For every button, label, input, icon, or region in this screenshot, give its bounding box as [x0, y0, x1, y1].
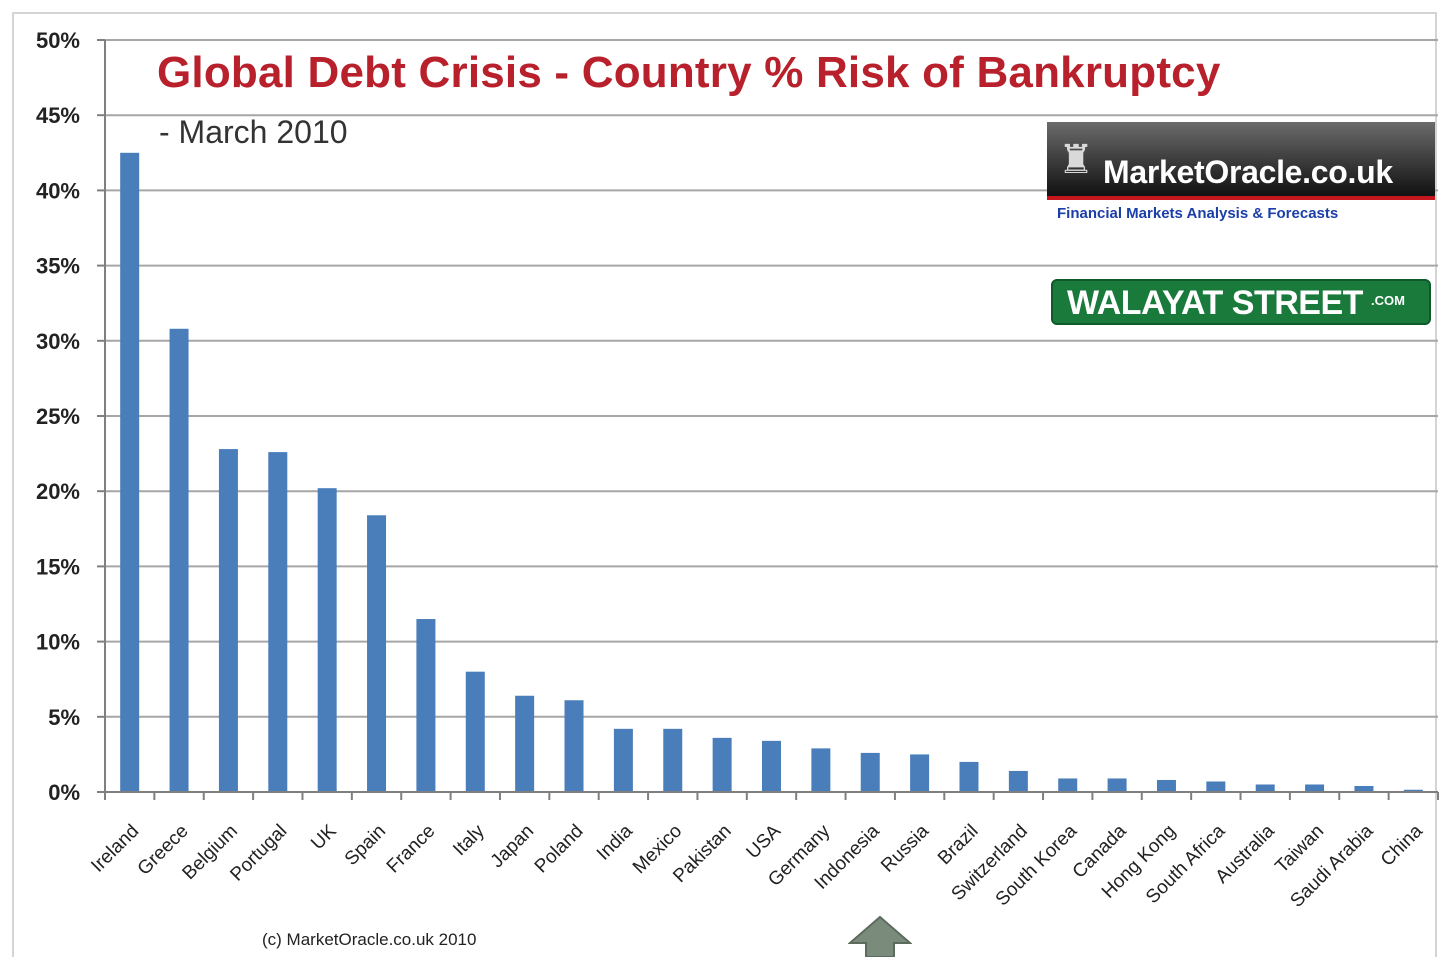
- thinker-statue-icon: ♜: [1058, 138, 1094, 182]
- x-tick-label: Japan: [487, 821, 538, 872]
- bar: [120, 152, 140, 793]
- bar: [1008, 770, 1028, 792]
- bar: [712, 737, 732, 792]
- bar: [613, 728, 633, 792]
- bar: [811, 748, 831, 792]
- bar: [762, 740, 781, 792]
- bar: [1156, 779, 1176, 792]
- axes: [104, 40, 1438, 793]
- x-tick-label: Ireland: [87, 821, 143, 877]
- y-tick-label: 30%: [36, 329, 80, 354]
- y-tick-label: 40%: [36, 178, 80, 203]
- x-tick-label: India: [593, 820, 637, 864]
- market-oracle-tagline: Financial Markets Analysis & Forecasts: [1057, 205, 1339, 222]
- bar: [1403, 789, 1423, 792]
- y-tick-label: 50%: [36, 28, 80, 53]
- y-tick-label: 5%: [48, 705, 80, 730]
- bar: [1354, 785, 1374, 792]
- walayat-street-logo-text: WALAYAT STREET: [1067, 284, 1363, 322]
- walayat-street-logo: WALAYAT STREET .COM: [1051, 279, 1431, 325]
- y-tick-label: 10%: [36, 630, 80, 655]
- y-tick-label: 20%: [36, 479, 80, 504]
- market-oracle-logo-text: MarketOracle.co.uk: [1103, 154, 1393, 190]
- up-arrow-icon: [848, 915, 912, 957]
- bar: [564, 700, 584, 792]
- bars: [120, 152, 1423, 793]
- market-oracle-logo: ♜ MarketOracle.co.uk: [1047, 122, 1435, 200]
- y-tick-label: 0%: [48, 780, 80, 805]
- bar: [268, 452, 288, 792]
- y-tick-label: 15%: [36, 554, 80, 579]
- bar: [1255, 784, 1275, 792]
- bar: [515, 695, 535, 792]
- bar: [367, 515, 387, 792]
- y-tick-label: 45%: [36, 103, 80, 128]
- bar: [1058, 778, 1078, 792]
- y-tick-label: 35%: [36, 254, 80, 279]
- bar: [959, 761, 979, 792]
- bar: [860, 752, 880, 792]
- bar: [663, 728, 683, 792]
- y-tick-label: 25%: [36, 404, 80, 429]
- chart-title: Global Debt Crisis - Country % Risk of B…: [157, 48, 1221, 97]
- walayat-street-logo-suffix: .COM: [1371, 293, 1405, 308]
- bar: [1107, 778, 1127, 792]
- x-tick-label: Italy: [449, 820, 489, 860]
- x-tick-label: UK: [307, 820, 341, 854]
- x-tick-label: Poland: [531, 821, 588, 878]
- x-tick-label: Russia: [877, 820, 933, 876]
- bar: [910, 754, 930, 792]
- chart-subtitle: - March 2010: [159, 114, 348, 150]
- x-tick-label: USA: [743, 820, 786, 863]
- copyright-note: (c) MarketOracle.co.uk 2010: [262, 930, 477, 949]
- x-tick-label: China: [1377, 820, 1427, 870]
- y-axis-ticks: 0% 5% 10% 15% 20% 25% 30% 35% 40% 45% 50%: [36, 28, 105, 805]
- bar: [1206, 781, 1226, 792]
- bar: [169, 328, 189, 792]
- bar: [1305, 784, 1325, 792]
- bar: [416, 619, 436, 792]
- bar: [218, 449, 238, 792]
- x-tick-label: France: [383, 821, 440, 878]
- bar: [465, 671, 485, 792]
- bar: [317, 488, 337, 792]
